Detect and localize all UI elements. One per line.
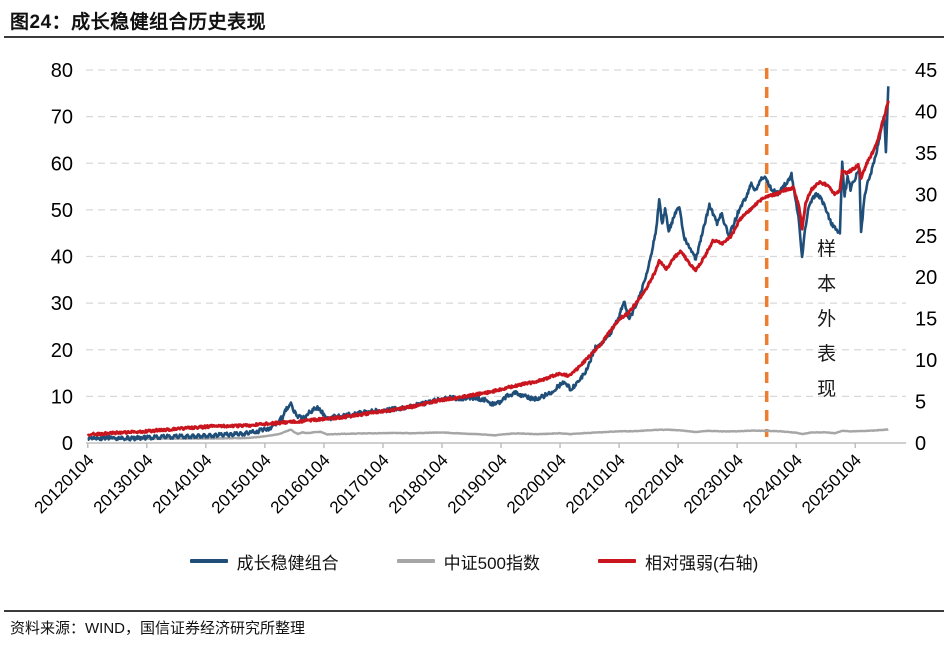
svg-text:50: 50 [51,200,73,222]
svg-text:样: 样 [817,238,836,260]
svg-text:20160104: 20160104 [267,450,334,517]
svg-text:20170104: 20170104 [326,450,393,517]
performance-line-chart: 0 10 20 30 40 50 60 70 80 0 5 10 15 20 25 30 35 40 45 20120… [31,60,938,517]
chart-legend: 成长稳健组合 中证500指数 相对强弱(右轴) [0,548,948,574]
svg-text:20150104: 20150104 [208,450,275,517]
legend-label-portfolio: 成长稳健组合 [236,553,339,573]
source-note: 资料来源：WIND，国信证券经济研究所整理 [10,620,305,637]
svg-text:20210104: 20210104 [562,450,629,517]
csi500-line-swatch [396,559,435,563]
svg-text:20200104: 20200104 [503,450,570,517]
svg-text:20250104: 20250104 [798,450,865,517]
legend-label-relative-strength: 相对强弱(右轴) [645,553,759,573]
svg-text:35: 35 [915,143,937,165]
svg-text:40: 40 [915,101,937,123]
svg-text:现: 现 [817,379,836,400]
svg-text:20240104: 20240104 [739,450,806,517]
legend-item-relative-strength: 相对强弱(右轴) [598,549,758,574]
svg-text:30: 30 [915,184,937,206]
svg-text:10: 10 [915,350,937,372]
legend-label-csi500: 中证500指数 [443,553,541,573]
svg-text:0: 0 [915,433,926,455]
svg-text:外: 外 [817,308,836,330]
svg-text:20230104: 20230104 [680,450,747,517]
svg-text:0: 0 [62,433,73,455]
x-axis [86,442,906,448]
svg-text:80: 80 [51,60,73,82]
svg-text:20: 20 [51,340,73,362]
svg-text:30: 30 [51,293,73,315]
svg-text:70: 70 [51,107,73,129]
svg-text:本: 本 [817,273,836,295]
svg-text:20120104: 20120104 [31,450,98,517]
series-line-2 [86,100,890,437]
svg-text:25: 25 [915,226,937,248]
svg-text:20220104: 20220104 [621,450,688,517]
svg-text:60: 60 [51,153,73,175]
svg-text:20: 20 [915,267,937,289]
svg-text:45: 45 [915,60,937,82]
svg-text:10: 10 [51,386,73,408]
svg-text:20140104: 20140104 [149,450,216,517]
svg-text:20190104: 20190104 [444,450,511,517]
series-line-1 [87,428,889,441]
svg-text:40: 40 [51,247,73,269]
legend-item-csi500: 中证500指数 [396,549,541,574]
legend-item-portfolio: 成长稳健组合 [189,549,339,574]
relative-strength-line-swatch [598,559,637,563]
svg-text:表: 表 [817,343,836,365]
title-divider [4,36,944,38]
svg-text:15: 15 [915,309,937,331]
portfolio-line-swatch [189,559,228,563]
footer-divider [4,610,944,612]
figure-title: 图24：成长稳健组合历史表现 [10,12,267,33]
x-axis-labels: 2012010420130104201401042015010420160104… [31,450,865,517]
gridlines [86,69,906,398]
right-axis-labels: 0 5 10 15 20 25 30 35 40 45 [915,60,937,455]
left-axis-labels: 0 10 20 30 40 50 60 70 80 [51,60,73,455]
svg-text:5: 5 [915,392,926,414]
svg-text:20130104: 20130104 [90,450,157,517]
svg-text:20180104: 20180104 [385,450,452,517]
series-line-0 [87,86,890,442]
